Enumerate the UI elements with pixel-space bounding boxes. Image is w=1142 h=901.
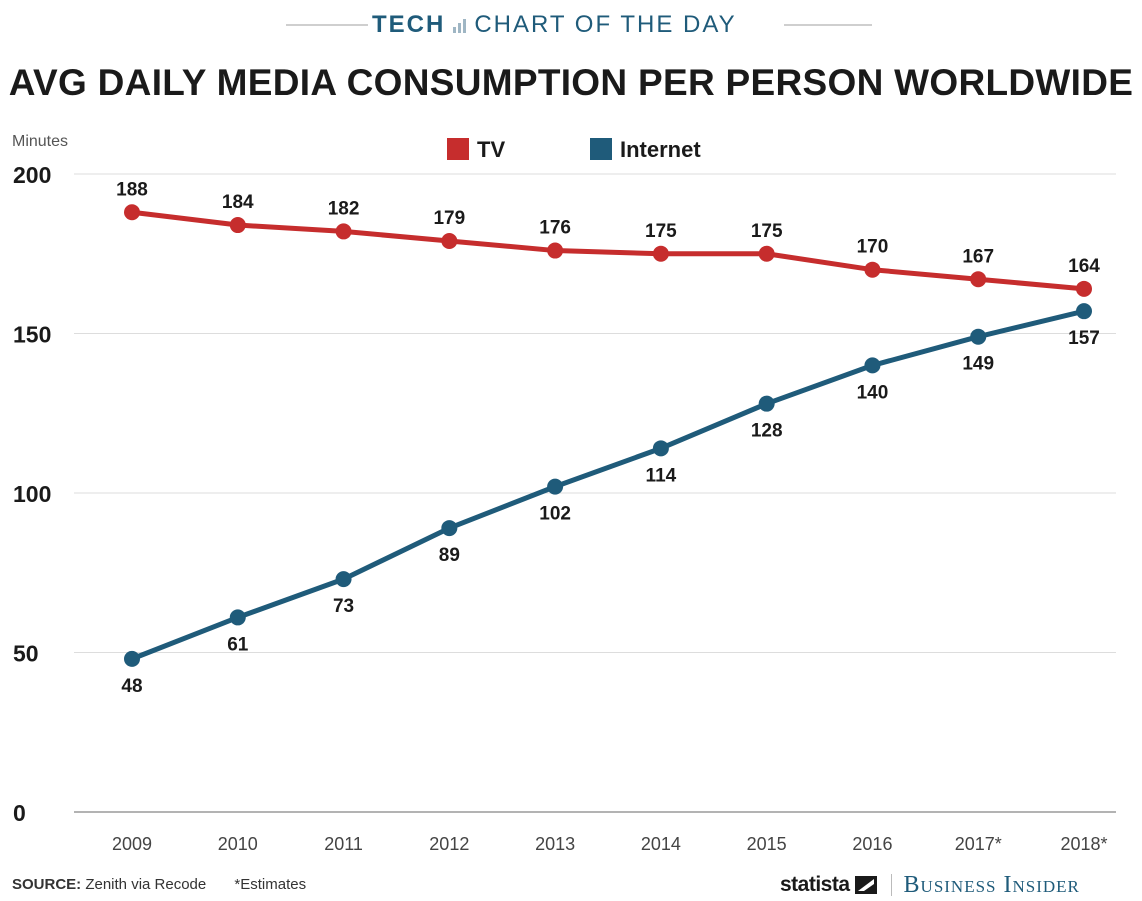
x-tick-label: 2015 [747, 834, 787, 854]
data-label: 175 [751, 221, 783, 242]
brand-separator [890, 874, 892, 896]
data-point [547, 242, 564, 259]
data-label: 48 [121, 676, 142, 697]
data-label: 188 [116, 179, 148, 200]
data-point [864, 357, 881, 374]
data-label: 114 [646, 465, 677, 486]
y-tick-label: 0 [13, 800, 26, 826]
chart-legend: TV Internet [447, 137, 701, 162]
legend-swatch [590, 138, 612, 160]
x-tick-label: 2016 [852, 834, 892, 854]
statista-logo-text: statista [780, 873, 850, 896]
data-point [441, 232, 458, 249]
plot-area: 188 184 182 179 176 175 175 170 167 164 48 61 73 89 10… [116, 179, 1100, 697]
data-label: 140 [857, 382, 889, 403]
data-label: 164 [1068, 256, 1100, 277]
x-tick-label: 2017* [955, 834, 1002, 854]
data-point [124, 204, 140, 221]
y-tick-label: 150 [13, 322, 51, 348]
chart-footer: SOURCE: Zenith via Recode *Estimates [12, 876, 306, 893]
legend-swatch [447, 138, 469, 160]
x-tick-label: 2011 [324, 834, 363, 854]
estimates-note: *Estimates [234, 876, 307, 893]
chart-grid [74, 173, 1116, 813]
data-point [1076, 303, 1092, 320]
data-label: 157 [1068, 328, 1100, 349]
data-point [335, 571, 352, 588]
data-label: 73 [333, 596, 354, 617]
data-label: 149 [962, 354, 994, 375]
data-label: 102 [539, 504, 571, 525]
chart-title: AVG DAILY MEDIA CONSUMPTION PER PERSON W… [8, 62, 1134, 103]
banner-rule-left [286, 24, 368, 26]
y-tick-label: 200 [13, 162, 51, 188]
y-axis-label: Minutes [12, 133, 68, 150]
legend-label: TV [477, 137, 505, 162]
y-axis: 0 50 100 150 200 Minutes [12, 133, 68, 826]
data-label: 179 [433, 208, 465, 229]
line-chart: 0 50 100 150 200 Minutes 2009 2010 2011 2012 2013… [12, 133, 1116, 854]
data-point [652, 245, 669, 262]
data-label: 175 [645, 221, 677, 242]
data-point [229, 217, 246, 234]
data-label: 61 [227, 634, 249, 655]
x-axis: 2009 2010 2011 2012 2013 2014 2015 2016 2017* 201… [112, 834, 1108, 854]
statista-logo-icon [854, 876, 877, 894]
banner-tech-label: TECH [372, 11, 446, 38]
chart-of-the-day-banner: TECH CHART OF THE DAY [0, 8, 1142, 42]
series-line-internet [129, 308, 1087, 662]
data-label: 170 [857, 237, 889, 258]
business-insider-logo: Business Insider [903, 871, 1080, 898]
data-label: 182 [328, 198, 360, 219]
x-tick-label: 2012 [429, 834, 469, 854]
x-tick-label: 2014 [641, 834, 681, 854]
data-point [547, 478, 564, 495]
brand-logos: statista Business Insider [780, 872, 1080, 898]
data-point [335, 223, 352, 240]
data-point [124, 650, 140, 667]
x-tick-label: 2013 [535, 834, 575, 854]
x-tick-label: 2010 [218, 834, 258, 854]
banner-section-label: CHART OF THE DAY [474, 11, 737, 38]
data-label: 128 [751, 421, 783, 442]
source-text: Zenith via Recode [81, 876, 207, 893]
data-point [1076, 280, 1092, 297]
data-point [652, 440, 669, 457]
data-point [441, 520, 458, 537]
data-point [758, 245, 775, 262]
data-point [864, 261, 881, 278]
banner-text: TECH CHART OF THE DAY [372, 8, 737, 42]
data-point [229, 609, 246, 626]
source-label: SOURCE: [12, 876, 82, 893]
data-point [970, 271, 987, 288]
data-label: 89 [439, 545, 460, 566]
data-label: 184 [222, 192, 254, 213]
y-tick-label: 100 [13, 481, 51, 507]
x-tick-label: 2009 [112, 834, 152, 854]
bar-chart-icon [453, 17, 467, 33]
x-tick-label: 2018* [1060, 834, 1107, 854]
y-tick-label: 50 [13, 641, 39, 667]
data-point [970, 328, 987, 345]
legend-label: Internet [620, 137, 701, 162]
series-line-tv [129, 209, 1087, 292]
data-label: 167 [962, 246, 994, 267]
data-label: 176 [539, 218, 571, 239]
data-point [758, 395, 775, 412]
banner-rule-right [784, 24, 872, 26]
